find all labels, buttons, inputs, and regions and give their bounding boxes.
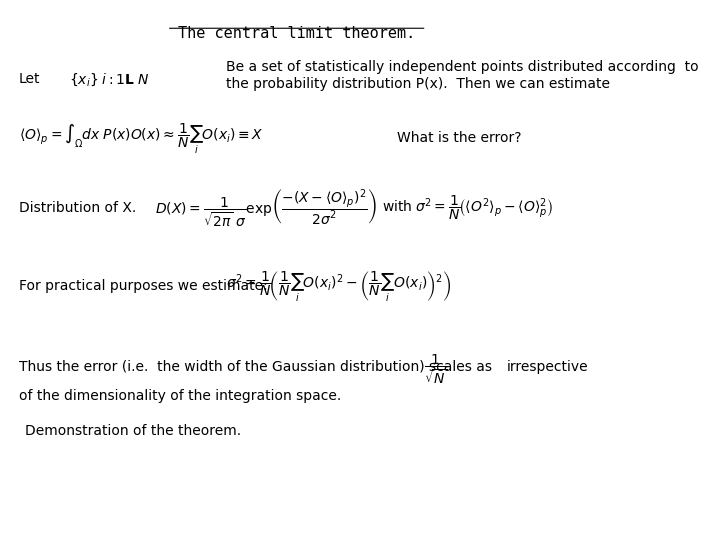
Text: $\mathrm{with}\;\sigma^2 = \dfrac{1}{N}\!\left(\langle O^2\rangle_p - \langle O\: $\mathrm{with}\;\sigma^2 = \dfrac{1}{N}\…	[382, 194, 553, 222]
Text: $\left\langle O \right\rangle_p = \int_\Omega dx\; P(x) O(x) \approx \dfrac{1}{N: $\left\langle O \right\rangle_p = \int_\…	[19, 121, 264, 156]
Text: $\sigma^2 = \dfrac{1}{N}\!\left(\dfrac{1}{N}\sum_i O(x_i)^2 - \left(\dfrac{1}{N}: $\sigma^2 = \dfrac{1}{N}\!\left(\dfrac{1…	[226, 268, 451, 303]
Text: of the dimensionality of the integration space.: of the dimensionality of the integration…	[19, 389, 341, 403]
Text: irrespective: irrespective	[506, 360, 588, 374]
Text: What is the error?: What is the error?	[397, 131, 521, 145]
Text: The central limit theorem.: The central limit theorem.	[178, 25, 415, 40]
Text: Let: Let	[19, 72, 40, 86]
Text: Thus the error (i.e.  the width of the Gaussian distribution) scales as: Thus the error (i.e. the width of the Ga…	[19, 360, 492, 374]
Text: $D(X) = \dfrac{1}{\sqrt{2\pi}\;\sigma} \exp\!\left(\dfrac{-(X-\langle O\rangle_p: $D(X) = \dfrac{1}{\sqrt{2\pi}\;\sigma} \…	[155, 187, 377, 229]
Text: $\{x_i\} \; i: 1\mathbf{L} \; N$: $\{x_i\} \; i: 1\mathbf{L} \; N$	[69, 71, 149, 87]
Text: Demonstration of the theorem.: Demonstration of the theorem.	[25, 424, 241, 438]
Text: For practical purposes we estimate:: For practical purposes we estimate:	[19, 279, 268, 293]
Text: Distribution of X.: Distribution of X.	[19, 201, 136, 215]
Text: $\dfrac{1}{\sqrt{N}}$: $\dfrac{1}{\sqrt{N}}$	[423, 353, 447, 386]
Text: Be a set of statistically independent points distributed according  to
the proba: Be a set of statistically independent po…	[226, 60, 698, 91]
